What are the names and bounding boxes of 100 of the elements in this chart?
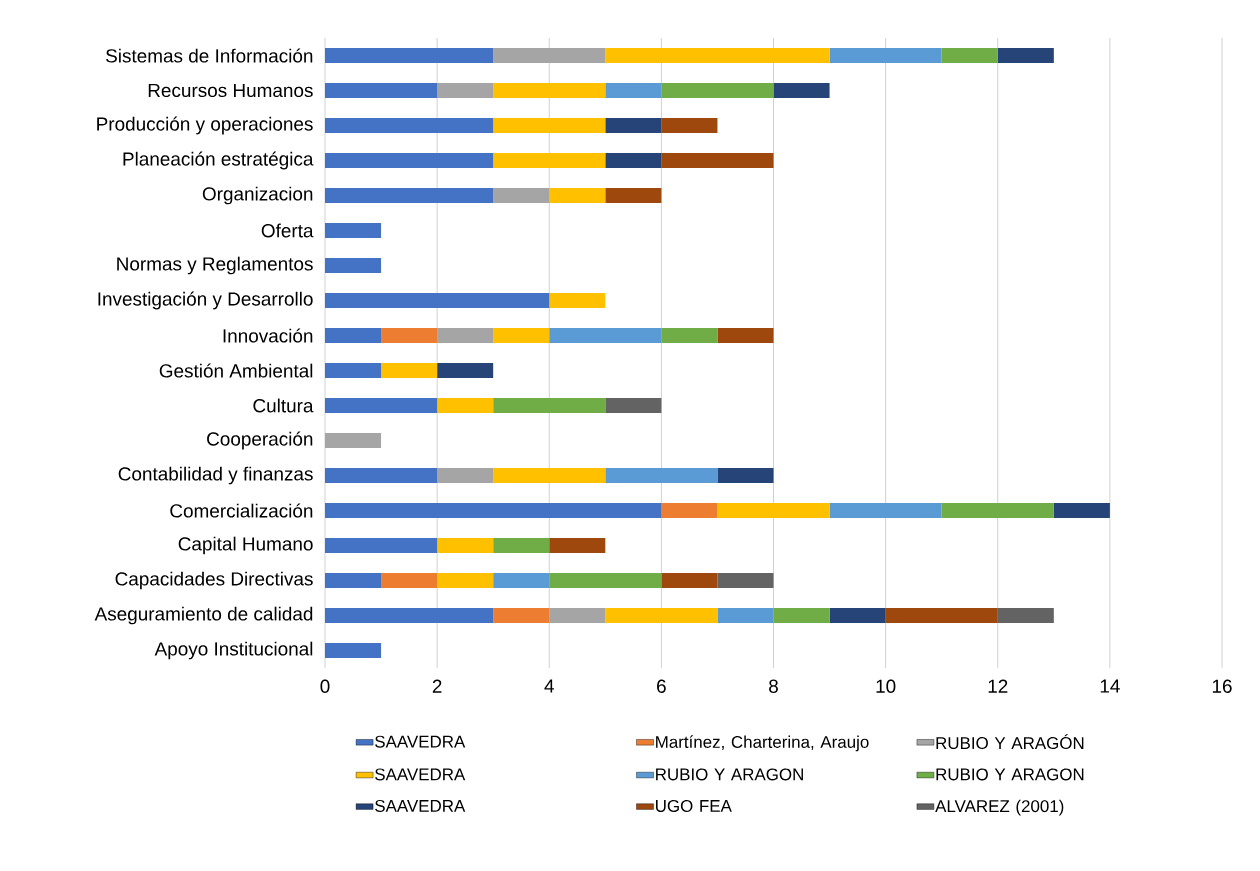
bar: [325, 118, 494, 133]
bar: [885, 608, 998, 624]
bar: [605, 608, 718, 624]
bar: [549, 293, 606, 308]
bar: [325, 293, 550, 308]
legend-label: Martínez, Charterina, Araujo: [656, 735, 869, 752]
y-tick-label: Oferta: [261, 223, 314, 238]
bar: [437, 328, 494, 343]
bar: [549, 538, 606, 554]
bar: [493, 188, 550, 203]
bar: [325, 398, 438, 413]
x-tick-label: 0: [320, 679, 330, 693]
legend-label: SAAVEDRA: [375, 799, 466, 812]
y-tick-label: Contabilidad y finanzas: [118, 466, 313, 485]
bar: [325, 48, 494, 63]
bar: [549, 608, 606, 624]
y-tick-label: Planeación estratégica: [123, 151, 314, 170]
bar: [437, 573, 494, 589]
bar: [325, 433, 382, 448]
bar: [381, 573, 438, 589]
x-tick-label: 6: [657, 679, 666, 693]
bar: [325, 503, 662, 518]
legend-label: RUBIO Y ARAGON: [656, 768, 803, 781]
bar: [549, 573, 662, 589]
bar: [717, 608, 774, 624]
bar: [605, 153, 662, 168]
y-tick-label: Organizacion: [202, 186, 313, 205]
bar: [661, 153, 774, 168]
legend-label: UGO FEA: [656, 799, 732, 812]
y-tick-label: Cooperación: [207, 431, 313, 450]
bar: [493, 48, 606, 63]
bar: [493, 118, 606, 133]
bar: [661, 83, 774, 98]
legend-label: SAAVEDRA: [375, 768, 466, 781]
bar: [437, 398, 494, 413]
bar: [325, 83, 438, 98]
bar: [493, 573, 550, 589]
bar: [549, 188, 606, 203]
bar: [437, 83, 494, 98]
x-tick-label: 2: [432, 679, 442, 693]
y-tick-label: Producción y operaciones: [97, 116, 313, 135]
y-tick-label: Capital Humano: [178, 536, 313, 555]
x-tick-label: 12: [988, 679, 1008, 693]
bar: [493, 538, 550, 554]
legend-label: ALVAREZ (2001): [935, 799, 1064, 816]
bar: [829, 48, 942, 63]
bar: [325, 538, 438, 554]
y-tick-label: Cultura: [253, 398, 314, 413]
legend-label: RUBIO Y ARAGÓN: [936, 734, 1084, 750]
bar: [605, 83, 662, 98]
bar: [997, 48, 1054, 63]
bar: [717, 503, 830, 518]
bar: [437, 363, 494, 378]
bar: [493, 468, 606, 483]
bar: [325, 258, 382, 273]
bar: [437, 468, 494, 483]
y-tick-label: Normas y Reglamentos: [117, 256, 313, 275]
y-tick-label: Recursos Humanos: [148, 83, 313, 98]
x-tick-label: 16: [1212, 679, 1232, 693]
bar: [381, 328, 438, 343]
bar: [941, 503, 1054, 518]
bar: [773, 608, 830, 624]
bar: [437, 538, 494, 554]
bar: [325, 153, 494, 168]
bar: [325, 328, 382, 343]
bar: [549, 328, 662, 343]
bar: [325, 468, 438, 483]
bar: [493, 398, 606, 413]
y-tick-label: Innovación: [223, 328, 313, 343]
bar: [325, 223, 382, 238]
x-tick-label: 4: [544, 679, 554, 693]
bar: [661, 118, 718, 133]
bar: [325, 643, 382, 659]
bar: [717, 468, 774, 483]
x-tick-label: 8: [769, 679, 778, 693]
bar: [493, 83, 606, 98]
legend-label: SAAVEDRA: [375, 735, 466, 748]
bar: [493, 153, 606, 168]
bar: [1053, 503, 1110, 518]
y-tick-label: Sistemas de Información: [106, 48, 313, 63]
x-tick-label: 10: [876, 679, 896, 693]
legend-label: RUBIO Y ARAGON: [936, 768, 1084, 781]
bar: [493, 328, 550, 343]
bar: [605, 118, 662, 133]
bar: [605, 188, 662, 203]
bar: [773, 83, 830, 98]
bar: [605, 48, 830, 63]
bar: [829, 503, 942, 518]
bar: [381, 363, 438, 378]
bar: [493, 608, 550, 624]
bar: [325, 363, 382, 378]
bar: [325, 573, 382, 589]
y-tick-label: Apoyo Institucional: [154, 641, 313, 660]
y-tick-label: Aseguramiento de calidad: [94, 606, 313, 625]
bar: [829, 608, 886, 624]
y-tick-label: Capacidades Directivas: [115, 571, 313, 590]
x-tick-label: 14: [1100, 679, 1120, 693]
bar: [941, 48, 998, 63]
bar: [661, 328, 718, 343]
bar: [325, 608, 494, 624]
